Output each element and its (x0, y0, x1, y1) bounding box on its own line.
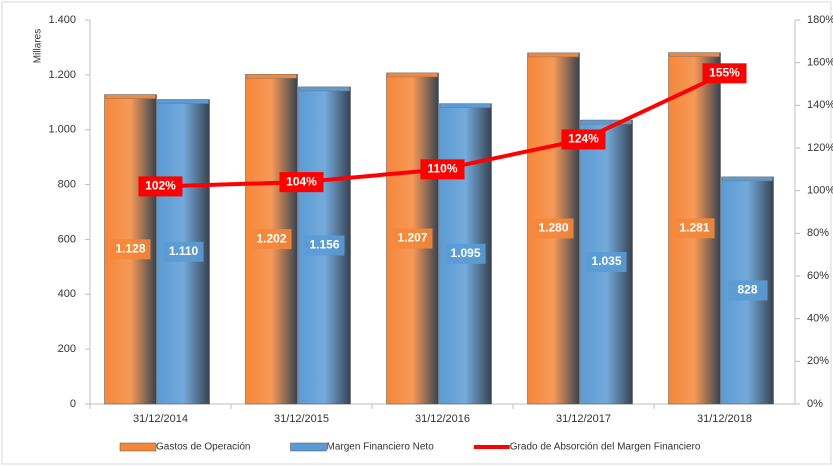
data-label: 828 (737, 283, 757, 297)
bar-top (246, 74, 297, 79)
data-label: 1.281 (679, 220, 709, 234)
data-label-bg (163, 241, 204, 262)
y2-tick-label: 60% (807, 270, 829, 282)
data-label-bg (533, 218, 574, 239)
data-label-bg (304, 235, 345, 256)
y-tick-label: 200 (58, 343, 76, 355)
legend-swatch (119, 442, 157, 452)
data-label-bg (674, 218, 715, 239)
bar-top (387, 72, 438, 78)
data-label: 124% (568, 132, 599, 146)
data-label: 1.202 (256, 231, 286, 245)
y-tick-label: 600 (58, 233, 76, 245)
data-label: 104% (286, 174, 317, 188)
x-tick-label: 31/12/2018 (697, 413, 752, 425)
data-label-bg (110, 239, 151, 260)
y2-tick-label: 80% (807, 227, 829, 239)
data-label: 1.156 (309, 238, 339, 252)
y-tick-label: 400 (58, 288, 76, 300)
data-label-bg (138, 176, 183, 197)
y2-tick-label: 120% (807, 142, 833, 154)
y2-tick-label: 0% (807, 398, 823, 410)
y-tick-label: 1.000 (48, 124, 76, 136)
data-label-bg (727, 280, 768, 301)
y-tick-label: 1.400 (48, 14, 76, 26)
bar-top (158, 99, 209, 104)
data-label-bg (251, 229, 292, 250)
data-label: 1.035 (591, 254, 621, 268)
y2-tick-label: 160% (807, 57, 833, 69)
data-label-bg (279, 172, 324, 193)
data-label-bg (586, 252, 627, 273)
legend-label: Gastos de Operación (156, 442, 251, 453)
bar-top (722, 176, 773, 182)
bar-top (528, 52, 579, 58)
data-label: 155% (709, 66, 740, 80)
bar-top (581, 119, 632, 125)
y-tick-label: 0 (70, 398, 76, 410)
data-label: 1.095 (450, 246, 480, 260)
y2-tick-label: 140% (807, 99, 833, 111)
x-tick-label: 31/12/2014 (133, 413, 188, 425)
y2-tick-label: 40% (807, 313, 829, 325)
data-label: 102% (145, 179, 176, 193)
y-axis-label: Millares (33, 29, 44, 63)
data-label-bg (702, 63, 747, 84)
y-tick-label: 1.200 (48, 69, 76, 81)
legend-label: Margen Financiero Neto (327, 442, 435, 453)
data-label: 1.110 (169, 244, 199, 258)
data-label: 1.128 (115, 241, 145, 255)
x-tick-label: 31/12/2015 (274, 413, 329, 425)
y-tick-label: 800 (58, 178, 76, 190)
bar-top (105, 94, 156, 99)
bar-top (669, 52, 720, 57)
data-label: 1.280 (538, 221, 568, 235)
data-label-bg (445, 243, 486, 264)
y2-tick-label: 100% (807, 185, 833, 197)
data-label: 110% (427, 162, 457, 176)
data-label-bg (561, 129, 606, 150)
bar-top (440, 103, 491, 108)
y2-tick-label: 180% (807, 14, 833, 26)
data-label-bg (420, 159, 465, 180)
y2-tick-label: 20% (807, 355, 829, 367)
x-tick-label: 31/12/2017 (556, 413, 611, 425)
legend-label: Grado de Absorción del Margen Financiero (510, 442, 701, 453)
legend-swatch (290, 442, 327, 452)
data-label-bg (392, 228, 433, 249)
data-label: 1.207 (397, 231, 427, 245)
bar-top (299, 86, 350, 92)
x-tick-label: 31/12/2016 (415, 413, 470, 425)
